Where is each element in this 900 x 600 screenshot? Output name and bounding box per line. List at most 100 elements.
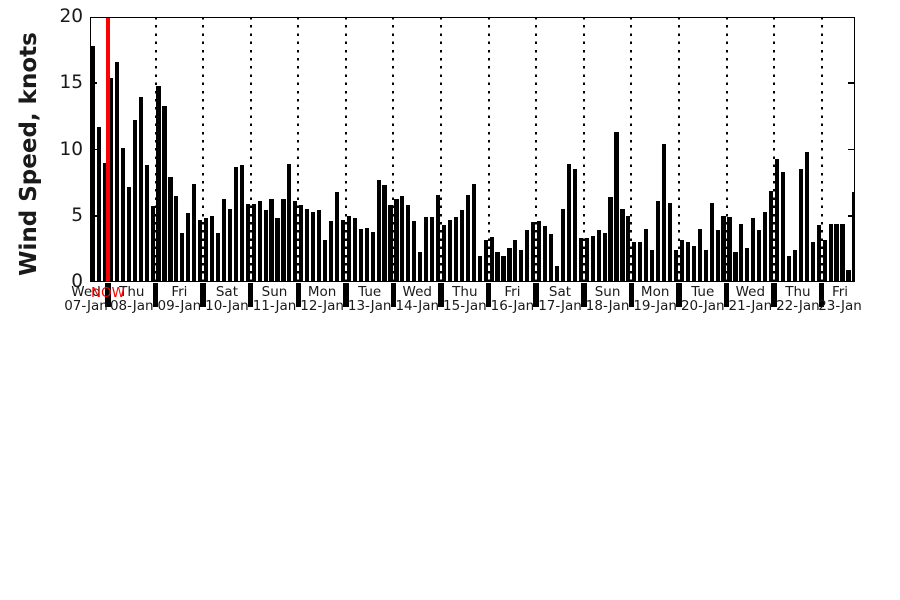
day-name: Wed bbox=[402, 284, 432, 300]
bar bbox=[495, 251, 500, 282]
bar bbox=[709, 202, 714, 282]
day-name: Sat bbox=[548, 284, 572, 300]
left-tick bbox=[90, 281, 97, 282]
bar bbox=[763, 211, 768, 282]
bar bbox=[382, 185, 387, 282]
day-gridline bbox=[297, 17, 300, 282]
bar bbox=[810, 242, 815, 282]
bar bbox=[840, 223, 845, 282]
bar bbox=[715, 230, 720, 282]
x-tick-label: Thu 22-Jan bbox=[763, 285, 833, 314]
day-date: 22-Jan bbox=[776, 298, 820, 314]
bar bbox=[406, 205, 411, 282]
x-tick-label: Sat 17-Jan bbox=[525, 284, 595, 314]
bar bbox=[388, 205, 393, 282]
day-date: 20-Jan bbox=[680, 298, 725, 314]
bar bbox=[180, 232, 185, 282]
bar bbox=[352, 218, 357, 282]
bar bbox=[822, 239, 827, 282]
bar bbox=[525, 230, 530, 282]
day-separator-tick bbox=[771, 283, 777, 307]
day-name: Thu bbox=[452, 284, 478, 300]
day-name: Sun bbox=[594, 284, 621, 300]
day-gridline bbox=[440, 17, 443, 282]
bar bbox=[620, 209, 625, 282]
bar bbox=[697, 229, 702, 282]
bar bbox=[233, 166, 238, 282]
x-tick-label: Tue 13-Jan bbox=[335, 284, 405, 313]
bar bbox=[364, 227, 369, 282]
bar bbox=[667, 202, 673, 282]
bar bbox=[816, 225, 821, 282]
bar bbox=[114, 62, 119, 282]
day-name: Wed bbox=[71, 284, 101, 300]
day-gridline bbox=[773, 17, 776, 282]
day-name: Sun bbox=[261, 284, 288, 300]
bar bbox=[293, 201, 298, 282]
day-separator-tick bbox=[105, 283, 111, 307]
bar bbox=[120, 148, 125, 282]
bar bbox=[566, 164, 572, 282]
day-date: 09-Jan bbox=[157, 298, 202, 314]
bar bbox=[281, 198, 286, 282]
bar bbox=[739, 223, 744, 282]
bar bbox=[328, 221, 334, 282]
day-name: Fri bbox=[831, 284, 849, 300]
day-gridline bbox=[582, 17, 585, 282]
day-gridline bbox=[202, 17, 205, 282]
day-name: Fri bbox=[171, 284, 188, 300]
x-tick-label: Thu 08-Jan bbox=[97, 284, 167, 313]
x-tick-label: Fri 23-Jan bbox=[805, 284, 875, 314]
day-name: Thu bbox=[119, 284, 145, 300]
bar bbox=[661, 144, 667, 282]
day-date: 07-Jan bbox=[64, 298, 108, 314]
y-tick-label: 10 bbox=[59, 138, 83, 160]
right-tick bbox=[848, 214, 855, 217]
bar bbox=[513, 239, 518, 282]
bar bbox=[721, 215, 726, 282]
day-date: 15-Jan bbox=[443, 298, 487, 314]
day-name: Tue bbox=[358, 284, 382, 300]
x-tick-label: Mon 19-Jan bbox=[620, 285, 690, 313]
bar bbox=[757, 230, 762, 282]
day-name: Sat bbox=[215, 284, 238, 300]
bar bbox=[590, 235, 595, 282]
bar bbox=[596, 230, 601, 282]
now-label: NOW bbox=[90, 285, 126, 301]
bar bbox=[192, 183, 197, 282]
bar bbox=[471, 183, 476, 282]
bar bbox=[733, 251, 738, 282]
day-name: Fri bbox=[504, 284, 521, 300]
bar bbox=[459, 210, 464, 282]
bar bbox=[632, 242, 637, 282]
x-tick-label: Sat 10-Jan bbox=[192, 284, 262, 314]
bar bbox=[394, 198, 399, 282]
bar bbox=[287, 164, 292, 282]
bar bbox=[215, 232, 221, 282]
bar bbox=[519, 250, 524, 282]
day-separator-tick bbox=[581, 283, 587, 307]
bar bbox=[626, 215, 631, 282]
bar bbox=[174, 195, 179, 282]
bar bbox=[638, 242, 643, 282]
day-date: 10-Jan bbox=[205, 298, 249, 314]
bar bbox=[221, 198, 227, 282]
day-date: 17-Jan bbox=[538, 298, 582, 314]
bar bbox=[305, 209, 310, 282]
y-tick-label: 15 bbox=[59, 72, 83, 94]
bar bbox=[685, 242, 690, 282]
bar bbox=[846, 270, 851, 282]
bar bbox=[412, 221, 417, 282]
now-line bbox=[105, 17, 111, 282]
bar bbox=[798, 169, 803, 282]
y-tick-label: 0 bbox=[71, 271, 83, 292]
day-name: Tue bbox=[691, 284, 715, 300]
day-date: 23-Jan bbox=[818, 298, 862, 314]
day-separator-tick bbox=[676, 283, 682, 307]
bar bbox=[852, 191, 855, 282]
bar bbox=[340, 219, 345, 282]
left-tick bbox=[90, 214, 97, 217]
bar bbox=[317, 210, 322, 282]
day-gridline bbox=[487, 17, 490, 282]
